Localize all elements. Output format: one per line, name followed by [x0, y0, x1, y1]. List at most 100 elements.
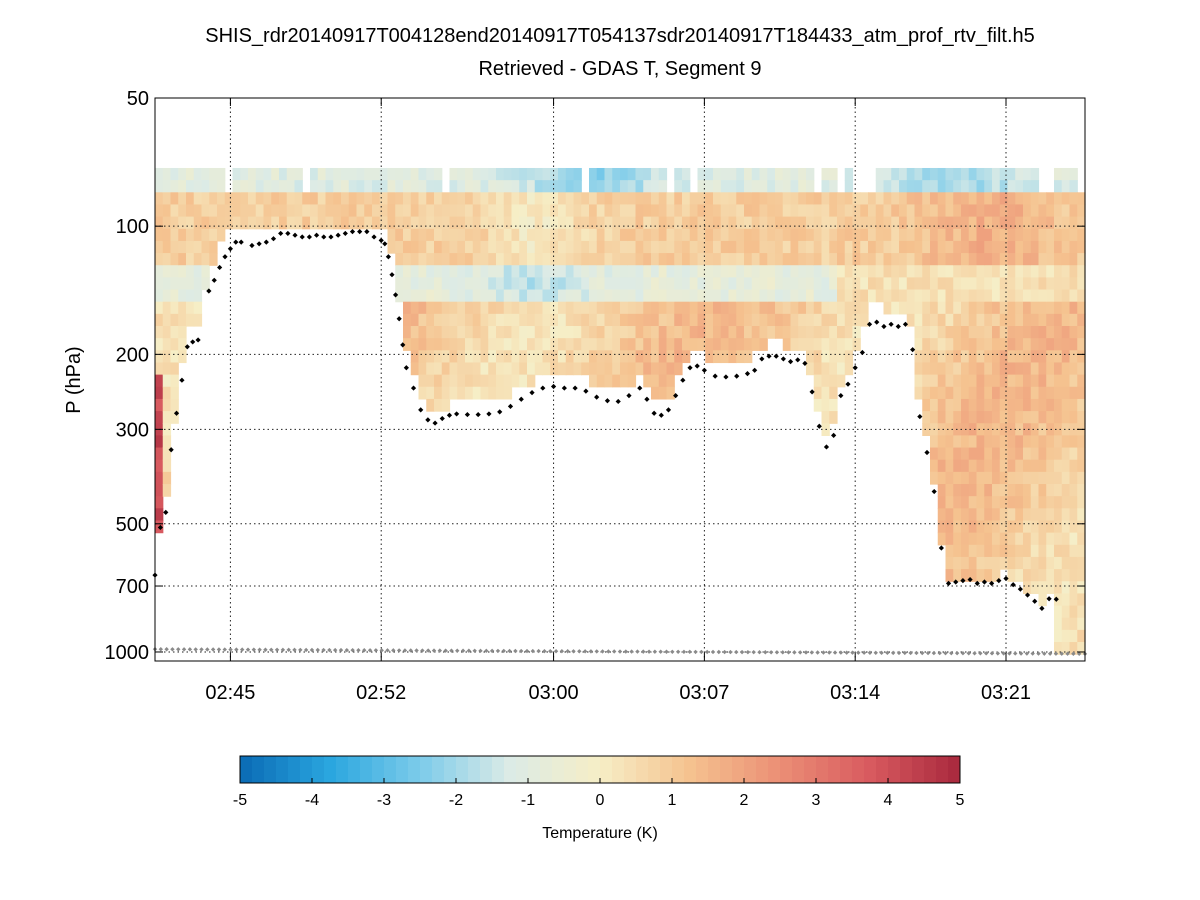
heatmap-cell — [589, 277, 598, 291]
surface-markers — [152, 646, 1088, 657]
cloud-top-marker — [206, 288, 212, 294]
heatmap-cell — [1046, 374, 1055, 388]
heatmap-cell — [759, 180, 768, 193]
heatmap-cell — [503, 362, 513, 376]
heatmap-cell — [403, 277, 412, 291]
heatmap-cell — [186, 216, 195, 230]
heatmap-cell — [705, 350, 714, 364]
heatmap-cell — [465, 326, 474, 339]
heatmap-cell — [403, 240, 412, 254]
heatmap-cell — [434, 326, 443, 339]
heatmap-cell — [465, 289, 474, 303]
heatmap-cell — [992, 180, 1001, 193]
heatmap-cell — [612, 326, 621, 339]
heatmap-cell — [891, 253, 900, 266]
heatmap-cell — [1007, 447, 1016, 461]
heatmap-cell — [813, 253, 823, 266]
cloud-top-marker — [211, 277, 217, 283]
heatmap-cell — [612, 192, 621, 206]
heatmap-cell — [1054, 508, 1063, 522]
heatmap-cell — [1077, 642, 1086, 655]
heatmap-cell — [465, 240, 474, 254]
heatmap-cell — [1046, 326, 1055, 339]
heatmap-cell — [1007, 484, 1016, 497]
heatmap-cell — [666, 338, 675, 351]
heatmap-cell — [635, 240, 644, 254]
heatmap-cell — [255, 167, 265, 181]
cloud-top-markers — [152, 229, 1059, 611]
heatmap-cell — [992, 289, 1001, 303]
surface-marker — [623, 649, 629, 654]
heatmap-cell — [542, 277, 551, 291]
surface-marker — [553, 648, 559, 654]
heatmap-cell — [503, 289, 513, 303]
cloud-top-marker — [665, 407, 672, 413]
heatmap-cell — [961, 435, 970, 449]
heatmap-cell — [806, 326, 815, 339]
heatmap-cell — [945, 240, 954, 254]
heatmap-cell — [790, 265, 799, 278]
heatmap-cell — [279, 204, 288, 218]
heatmap-cell — [627, 265, 637, 278]
colorbar-tick-label: -5 — [233, 792, 247, 809]
heatmap-cell — [922, 240, 931, 254]
heatmap-cell — [1015, 508, 1024, 522]
cloud-top-marker — [157, 524, 163, 531]
heatmap-cell — [992, 374, 1001, 388]
heatmap-cell — [1007, 228, 1016, 242]
heatmap-cell — [1015, 532, 1024, 546]
heatmap-cell — [558, 301, 567, 315]
heatmap-cell — [945, 496, 954, 509]
heatmap-cell — [193, 204, 203, 218]
heatmap-cell — [1069, 289, 1078, 303]
heatmap-cell — [651, 326, 660, 339]
heatmap-cell — [1077, 228, 1086, 242]
heatmap-cell — [1030, 556, 1040, 570]
heatmap-cell — [155, 484, 164, 497]
surface-marker — [414, 648, 419, 653]
heatmap-cell — [1077, 192, 1086, 206]
heatmap-cell — [441, 228, 451, 242]
heatmap-cell — [1007, 508, 1016, 522]
heatmap-cell — [914, 167, 923, 181]
heatmap-cell — [155, 265, 164, 278]
heatmap-cell — [775, 240, 784, 254]
heatmap-cell — [1007, 313, 1016, 327]
heatmap-cell — [612, 313, 621, 327]
heatmap-cell — [984, 253, 993, 266]
heatmap-cell — [387, 204, 396, 218]
heatmap-cell — [155, 313, 164, 327]
heatmap-cell — [596, 277, 606, 291]
heatmap-cell — [806, 216, 815, 230]
heatmap-cell — [945, 544, 954, 558]
colorbar-cell — [504, 756, 517, 783]
heatmap-cell — [496, 289, 505, 303]
cloud-top-marker — [299, 234, 305, 240]
heatmap-cell — [604, 204, 613, 218]
cloud-top-marker — [292, 232, 298, 238]
heatmap-cell — [503, 192, 513, 206]
heatmap-cell — [844, 180, 854, 193]
heatmap-cell — [953, 216, 962, 230]
heatmap-cell — [488, 228, 497, 242]
cloud-top-marker — [278, 230, 284, 237]
cloud-top-marker — [701, 367, 707, 373]
heatmap-cell — [558, 289, 567, 303]
surface-marker — [292, 647, 297, 653]
heatmap-cell — [542, 338, 551, 351]
heatmap-cell — [976, 167, 985, 181]
heatmap-cell — [837, 216, 846, 230]
heatmap-cell — [627, 289, 637, 303]
cloud-top-marker — [902, 321, 909, 327]
heatmap-cell — [457, 265, 466, 278]
heatmap-cell — [976, 313, 985, 327]
heatmap-cell — [767, 216, 776, 230]
heatmap-cell — [519, 204, 528, 218]
heatmap-cell — [612, 167, 621, 181]
surface-marker — [658, 649, 663, 654]
heatmap-cell — [434, 204, 443, 218]
heatmap-cell — [1015, 167, 1024, 181]
heatmap-cell — [1023, 496, 1032, 509]
heatmap-cell — [961, 398, 970, 412]
heatmap-cell — [728, 240, 737, 254]
